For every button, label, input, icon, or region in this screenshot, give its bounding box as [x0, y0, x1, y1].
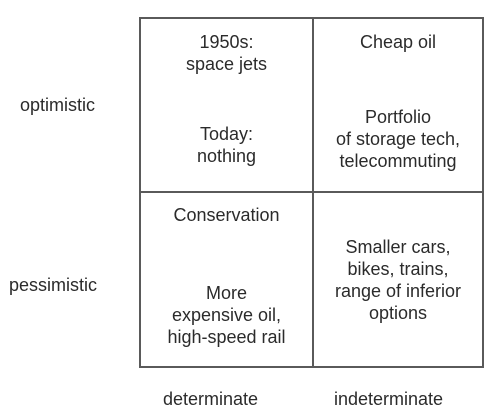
quadrant-optimistic-determinate-top: 1950s: space jets [185, 32, 268, 74]
quadrant-optimistic-indeterminate-top: Cheap oil [359, 32, 437, 52]
column-label-indeterminate: indeterminate [334, 389, 444, 409]
row-label-optimistic: optimistic [20, 95, 96, 115]
quadrant-pessimistic-indeterminate: Smaller cars, bikes, trains, range of in… [334, 237, 462, 323]
quadrant-pessimistic-determinate-top: Conservation [173, 205, 280, 225]
quadrant-optimistic-indeterminate-bottom: Portfolio of storage tech, telecommuting [335, 107, 461, 171]
quadrant-optimistic-determinate-bottom: Today: nothing [196, 124, 257, 166]
quadrant-pessimistic-determinate-bottom: More expensive oil, high-speed rail [167, 283, 286, 347]
column-label-determinate: determinate [163, 389, 259, 409]
row-label-pessimistic: pessimistic [9, 275, 98, 295]
horizontal-divider [139, 191, 484, 193]
